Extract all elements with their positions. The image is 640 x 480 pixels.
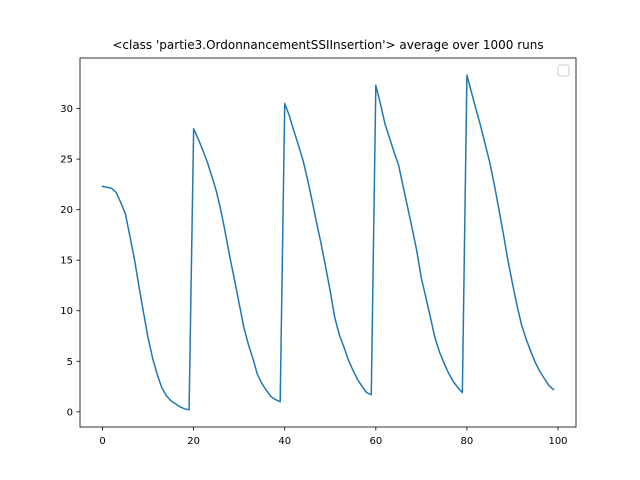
x-tick-label: 0	[99, 436, 105, 447]
x-tick-label: 20	[187, 436, 200, 447]
y-tick-label: 10	[60, 306, 73, 317]
y-tick-label: 20	[60, 205, 73, 216]
y-tick-label: 30	[60, 104, 73, 115]
y-axis: 0 5 10 15 20 25 30	[60, 104, 80, 418]
plot-area	[101, 74, 555, 411]
x-tick-label: 100	[548, 436, 567, 447]
legend-box	[557, 64, 570, 77]
y-tick-label: 15	[60, 256, 73, 267]
legend	[557, 64, 570, 77]
y-tick-label: 0	[67, 407, 73, 418]
x-tick-label: 60	[369, 436, 382, 447]
x-axis: 0 20 40 60 80 100	[99, 427, 568, 447]
data-series-line	[101, 74, 555, 411]
x-tick-label: 40	[278, 436, 291, 447]
chart-title: <class 'partie3.OrdonnancementSSIInserti…	[112, 38, 543, 52]
y-tick-label: 5	[67, 357, 73, 368]
y-tick-label: 25	[60, 155, 73, 166]
x-tick-label: 80	[461, 436, 474, 447]
axes-frame	[79, 57, 577, 428]
